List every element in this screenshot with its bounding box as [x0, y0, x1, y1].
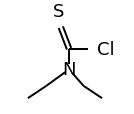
- Text: N: N: [62, 61, 76, 79]
- Text: S: S: [53, 3, 64, 21]
- Text: Cl: Cl: [97, 40, 115, 58]
